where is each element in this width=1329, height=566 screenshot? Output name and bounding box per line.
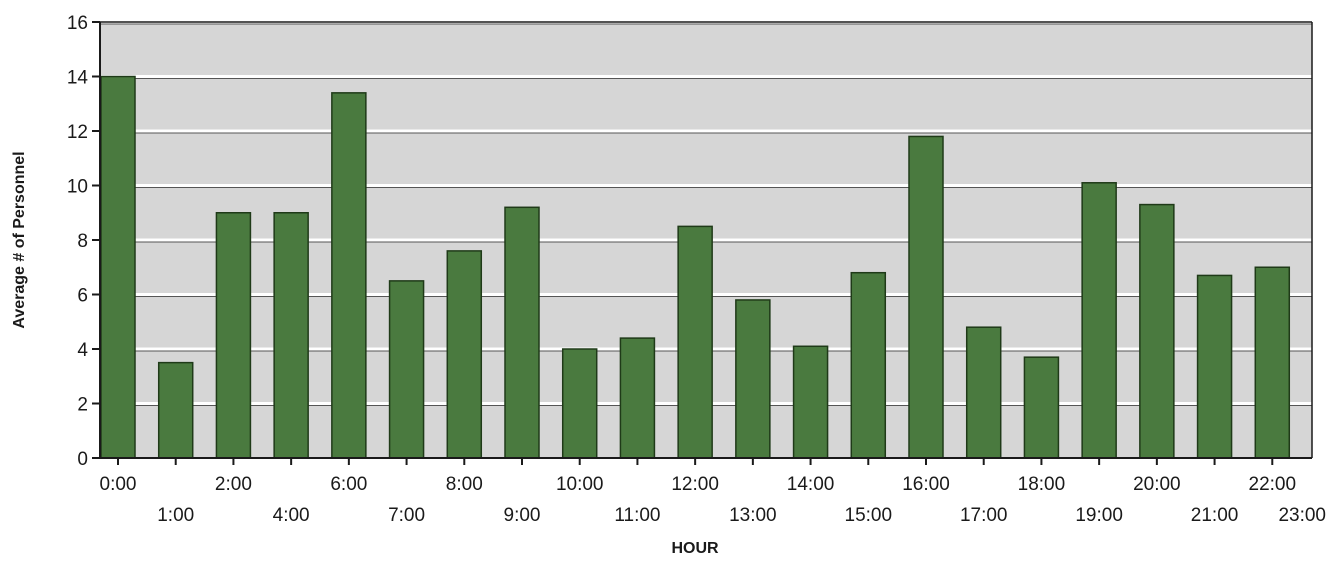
bar-0-00	[100, 75, 136, 459]
y-tick-label: 14	[67, 68, 89, 89]
bar-6-00	[331, 92, 367, 459]
x-tick-label: 23:00	[1278, 505, 1326, 526]
x-tick-label: 14:00	[787, 474, 835, 495]
y-tick-label: 2	[77, 395, 88, 416]
x-tick-labels: 0:00 1:00 2:00 4:00 6:00 7:00 8:00 9:00 10:00 11:…	[100, 474, 1326, 526]
x-tick-label: 21:00	[1191, 505, 1239, 526]
bars	[100, 75, 1291, 459]
bar-19-00	[1081, 182, 1117, 459]
y-tick-label: 0	[77, 449, 88, 470]
axes	[92, 21, 1313, 465]
y-tick-label: 8	[77, 231, 88, 252]
bar-16-00	[908, 135, 944, 459]
x-tick-label: 18:00	[1018, 474, 1066, 495]
bar-2-00	[215, 212, 252, 459]
x-tick-label: 7:00	[388, 505, 425, 526]
x-tick-label: 17:00	[960, 505, 1008, 526]
bar-11-00	[619, 337, 656, 459]
x-tick-label: 19:00	[1075, 505, 1123, 526]
x-tick-label: 4:00	[273, 505, 310, 526]
x-tick-label: 12:00	[671, 474, 719, 495]
x-tick-label: 1:00	[157, 505, 194, 526]
bar-14-00	[792, 345, 829, 459]
y-tick-label: 4	[77, 340, 88, 361]
x-tick-label: 22:00	[1249, 474, 1297, 495]
bar-22-00	[1254, 266, 1291, 459]
bar-9-00	[504, 206, 540, 459]
bar-1-00	[157, 361, 194, 459]
x-tick-label: 2:00	[215, 474, 252, 495]
x-tick-label: 15:00	[845, 505, 893, 526]
bar-17-00	[965, 326, 1002, 459]
x-axis-title: HOUR	[671, 540, 719, 557]
x-tick-label: 8:00	[446, 474, 483, 495]
x-tick-label: 0:00	[100, 474, 137, 495]
y-axis-title: Average # of Personnel	[11, 151, 28, 328]
bar-12-00	[677, 225, 713, 459]
bar-21-00	[1196, 274, 1233, 459]
x-tick-label: 13:00	[729, 505, 777, 526]
bar-7-00	[388, 280, 425, 459]
x-tick-label: 6:00	[330, 474, 367, 495]
bar-4-00	[273, 212, 309, 459]
x-tick-label: 11:00	[614, 505, 660, 526]
y-tick-label: 12	[67, 122, 88, 143]
bar-13-00	[735, 299, 771, 459]
x-tick-label: 9:00	[504, 505, 541, 526]
bar-10-00	[561, 348, 598, 459]
bar-15-00	[850, 271, 887, 459]
bar-20-00	[1139, 203, 1175, 459]
bar-18-00	[1023, 356, 1060, 459]
y-tick-label: 6	[77, 286, 88, 307]
bar-8-00	[446, 250, 483, 459]
y-tick-labels: 0 2 4 6 8 10 12 14 16	[67, 13, 89, 470]
y-tick-label: 10	[67, 177, 88, 198]
x-tick-label: 20:00	[1133, 474, 1181, 495]
x-tick-label: 10:00	[556, 474, 604, 495]
x-tick-label: 16:00	[902, 474, 950, 495]
y-tick-label: 16	[67, 13, 88, 34]
